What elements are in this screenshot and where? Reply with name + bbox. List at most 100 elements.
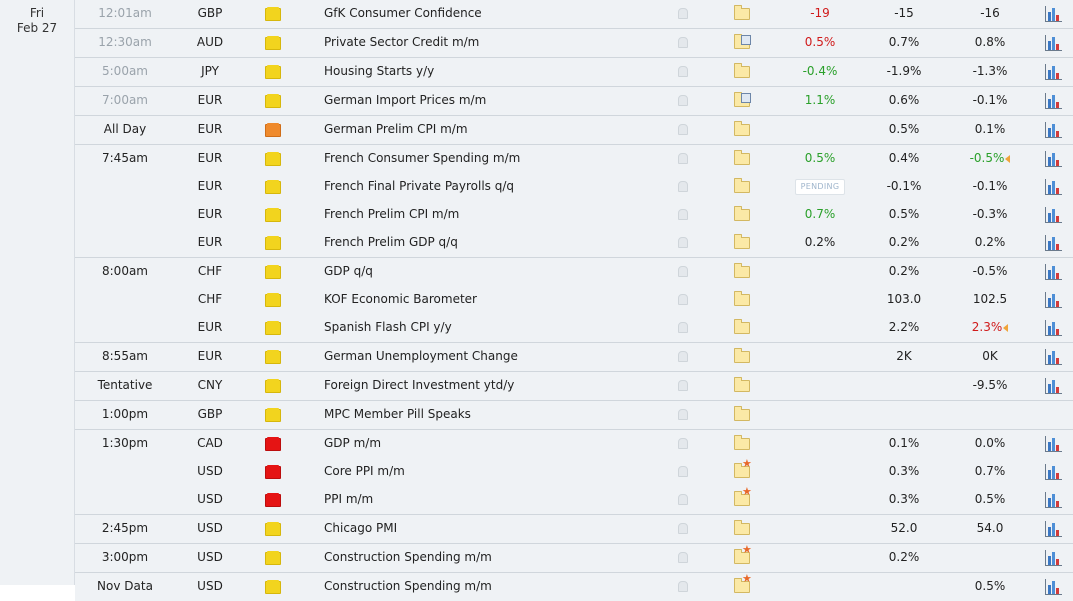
notes-cell[interactable] xyxy=(732,229,752,257)
event-title[interactable]: French Prelim CPI m/m xyxy=(324,207,460,221)
event-title[interactable]: Private Sector Credit m/m xyxy=(324,35,480,49)
notes-cell[interactable] xyxy=(732,0,752,28)
revised-flag-icon[interactable] xyxy=(1003,323,1009,332)
folder-icon[interactable] xyxy=(734,520,750,535)
alert-cell[interactable] xyxy=(676,372,692,400)
alert-cell[interactable] xyxy=(676,314,692,342)
chart-cell[interactable] xyxy=(1045,116,1065,144)
notes-cell[interactable] xyxy=(732,314,752,342)
notes-cell[interactable] xyxy=(732,544,752,572)
chart-cell[interactable] xyxy=(1045,173,1065,201)
folder-icon[interactable] xyxy=(734,206,750,221)
chart-cell[interactable] xyxy=(1045,145,1065,173)
bar-chart-icon[interactable] xyxy=(1045,436,1062,452)
bar-chart-icon[interactable] xyxy=(1045,378,1062,394)
folder-star-icon[interactable] xyxy=(734,458,752,478)
bar-chart-icon[interactable] xyxy=(1045,235,1062,251)
folder-doc-icon[interactable] xyxy=(734,92,751,107)
notes-cell[interactable] xyxy=(732,401,752,429)
alert-cell[interactable] xyxy=(676,29,692,57)
notes-cell[interactable] xyxy=(732,458,752,486)
chart-cell[interactable] xyxy=(1045,286,1065,314)
bell-icon[interactable] xyxy=(678,294,688,305)
chart-cell[interactable] xyxy=(1045,458,1065,486)
event-row[interactable]: EUR French Prelim GDP q/q 0.2% 0.2% 0.2% xyxy=(75,229,1073,257)
event-row[interactable]: 1:30pm CAD GDP m/m 0.1% 0.0% xyxy=(75,429,1073,458)
bar-chart-icon[interactable] xyxy=(1045,320,1062,336)
bell-icon[interactable] xyxy=(678,237,688,248)
event-row[interactable]: 12:30am AUD Private Sector Credit m/m 0.5% 0… xyxy=(75,28,1073,57)
event-title[interactable]: PPI m/m xyxy=(324,492,374,506)
bell-icon[interactable] xyxy=(678,466,688,477)
event-row[interactable]: 12:01am GBP GfK Consumer Confidence -19 -15 -… xyxy=(75,0,1073,28)
bell-icon[interactable] xyxy=(678,8,688,19)
bar-chart-icon[interactable] xyxy=(1045,151,1062,167)
event-title[interactable]: Construction Spending m/m xyxy=(324,579,492,593)
alert-cell[interactable] xyxy=(676,401,692,429)
event-row[interactable]: 1:00pm GBP MPC Member Pill Speaks xyxy=(75,400,1073,429)
event-row[interactable]: EUR Spanish Flash CPI y/y 2.2% 2.3% xyxy=(75,314,1073,342)
folder-star-icon[interactable] xyxy=(734,544,752,564)
event-title[interactable]: Foreign Direct Investment ytd/y xyxy=(324,378,515,392)
bell-icon[interactable] xyxy=(678,523,688,534)
bar-chart-icon[interactable] xyxy=(1045,93,1062,109)
alert-cell[interactable] xyxy=(676,573,692,601)
event-row[interactable]: 7:00am EUR German Import Prices m/m 1.1% 0.6… xyxy=(75,86,1073,115)
bell-icon[interactable] xyxy=(678,37,688,48)
bar-chart-icon[interactable] xyxy=(1045,264,1062,280)
notes-cell[interactable] xyxy=(732,173,752,201)
chart-cell[interactable] xyxy=(1045,29,1065,57)
event-row[interactable]: Tentative CNY Foreign Direct Investment yt… xyxy=(75,371,1073,400)
event-row[interactable]: USD PPI m/m 0.3% 0.5% xyxy=(75,486,1073,514)
chart-cell[interactable] xyxy=(1045,573,1065,601)
bell-icon[interactable] xyxy=(678,266,688,277)
alert-cell[interactable] xyxy=(676,515,692,543)
bar-chart-icon[interactable] xyxy=(1045,349,1062,365)
folder-icon[interactable] xyxy=(734,178,750,193)
folder-star-icon[interactable] xyxy=(734,486,752,506)
bar-chart-icon[interactable] xyxy=(1045,122,1062,138)
bell-icon[interactable] xyxy=(678,494,688,505)
folder-icon[interactable] xyxy=(734,263,750,278)
event-title[interactable]: French Final Private Payrolls q/q xyxy=(324,179,515,193)
event-title[interactable]: German Import Prices m/m xyxy=(324,93,487,107)
chart-cell[interactable] xyxy=(1045,515,1065,543)
bell-icon[interactable] xyxy=(678,153,688,164)
event-title[interactable]: German Prelim CPI m/m xyxy=(324,122,468,136)
alert-cell[interactable] xyxy=(676,286,692,314)
bell-icon[interactable] xyxy=(678,66,688,77)
bar-chart-icon[interactable] xyxy=(1045,207,1062,223)
event-title[interactable]: GfK Consumer Confidence xyxy=(324,6,482,20)
event-title[interactable]: Housing Starts y/y xyxy=(324,64,435,78)
bell-icon[interactable] xyxy=(678,322,688,333)
bar-chart-icon[interactable] xyxy=(1045,521,1062,537)
event-title[interactable]: French Consumer Spending m/m xyxy=(324,151,521,165)
alert-cell[interactable] xyxy=(676,0,692,28)
alert-cell[interactable] xyxy=(676,229,692,257)
event-title[interactable]: German Unemployment Change xyxy=(324,349,518,363)
alert-cell[interactable] xyxy=(676,343,692,371)
event-title[interactable]: French Prelim GDP q/q xyxy=(324,235,458,249)
event-title[interactable]: Spanish Flash CPI y/y xyxy=(324,320,452,334)
bar-chart-icon[interactable] xyxy=(1045,579,1062,595)
notes-cell[interactable] xyxy=(732,343,752,371)
notes-cell[interactable] xyxy=(732,58,752,86)
bar-chart-icon[interactable] xyxy=(1045,35,1062,51)
bell-icon[interactable] xyxy=(678,438,688,449)
event-row[interactable]: 2:45pm USD Chicago PMI 52.0 54.0 xyxy=(75,514,1073,543)
bell-icon[interactable] xyxy=(678,409,688,420)
event-row[interactable]: 3:00pm USD Construction Spending m/m 0.2% xyxy=(75,543,1073,572)
folder-icon[interactable] xyxy=(734,435,750,450)
notes-cell[interactable] xyxy=(732,430,752,458)
folder-icon[interactable] xyxy=(734,319,750,334)
chart-cell[interactable] xyxy=(1045,486,1065,514)
bar-chart-icon[interactable] xyxy=(1045,464,1062,480)
revised-flag-icon[interactable] xyxy=(1005,154,1011,163)
alert-cell[interactable] xyxy=(676,145,692,173)
event-row[interactable]: 8:55am EUR German Unemployment Change 2K 0K xyxy=(75,342,1073,371)
notes-cell[interactable] xyxy=(732,87,752,115)
notes-cell[interactable] xyxy=(732,486,752,514)
folder-icon[interactable] xyxy=(734,377,750,392)
chart-cell[interactable] xyxy=(1045,87,1065,115)
alert-cell[interactable] xyxy=(676,544,692,572)
